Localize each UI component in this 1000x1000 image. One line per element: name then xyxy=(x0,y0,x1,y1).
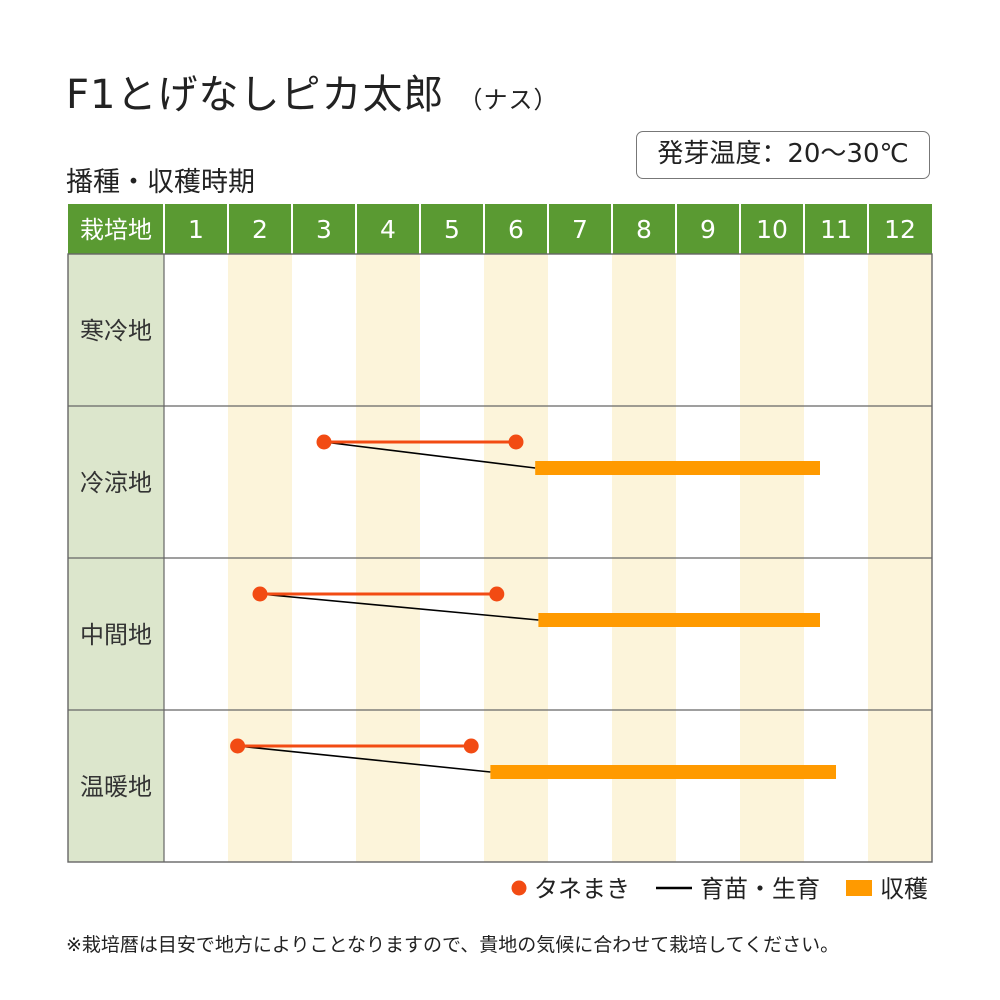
page-title: F1とげなしピカ太郎 （ナス） xyxy=(66,62,558,120)
header-region-label: 栽培地 xyxy=(80,216,152,244)
month-tick-label: 6 xyxy=(508,215,524,244)
region-label: 冷涼地 xyxy=(80,469,152,497)
sowing-start-dot xyxy=(252,586,268,602)
legend-sowing-label: タネまき xyxy=(534,875,630,903)
seedling-line xyxy=(323,441,536,469)
header-bar xyxy=(68,204,932,254)
month-tick-label: 7 xyxy=(572,215,588,244)
region-label: 中間地 xyxy=(80,621,152,649)
month-tick-label: 9 xyxy=(700,215,716,244)
legend-sowing-marker xyxy=(511,880,527,896)
seedling-line xyxy=(237,745,491,773)
sowing-end-dot xyxy=(508,434,524,450)
month-tick-label: 11 xyxy=(820,215,852,244)
month-tick-label: 3 xyxy=(316,215,332,244)
germination-temperature-badge: 発芽温度：20〜30℃ xyxy=(636,131,930,179)
harvest-bar xyxy=(490,765,836,779)
month-tick-label: 10 xyxy=(756,215,788,244)
footnote: ※栽培暦は目安で地方によりことなりますので、貴地の気候に合わせて栽培してください… xyxy=(66,934,840,956)
title-note: （ナス） xyxy=(458,86,559,114)
month-tick-label: 1 xyxy=(188,215,204,244)
harvest-bar xyxy=(538,613,820,627)
legend-harvest-marker xyxy=(846,880,872,896)
harvest-bar xyxy=(535,461,820,475)
seedling-line xyxy=(259,593,539,621)
title-main: F1とげなしピカ太郎 xyxy=(66,72,445,118)
sowing-end-dot xyxy=(463,738,479,754)
month-tick-label: 2 xyxy=(252,215,268,244)
region-label: 温暖地 xyxy=(80,773,152,801)
sowing-end-dot xyxy=(489,586,505,602)
sowing-start-dot xyxy=(230,738,246,754)
month-tick-label: 8 xyxy=(636,215,652,244)
month-tick-label: 5 xyxy=(444,215,460,244)
sowing-start-dot xyxy=(316,434,332,450)
region-label: 寒冷地 xyxy=(80,317,152,345)
month-tick-label: 4 xyxy=(380,215,396,244)
month-tick-label: 12 xyxy=(884,215,916,244)
legend-harvest-label: 収穫 xyxy=(880,875,928,903)
chart-subtitle: 播種・収穫時期 xyxy=(66,167,255,198)
chart-border xyxy=(67,253,933,863)
legend-seedling-label: 育苗・生育 xyxy=(700,875,820,903)
